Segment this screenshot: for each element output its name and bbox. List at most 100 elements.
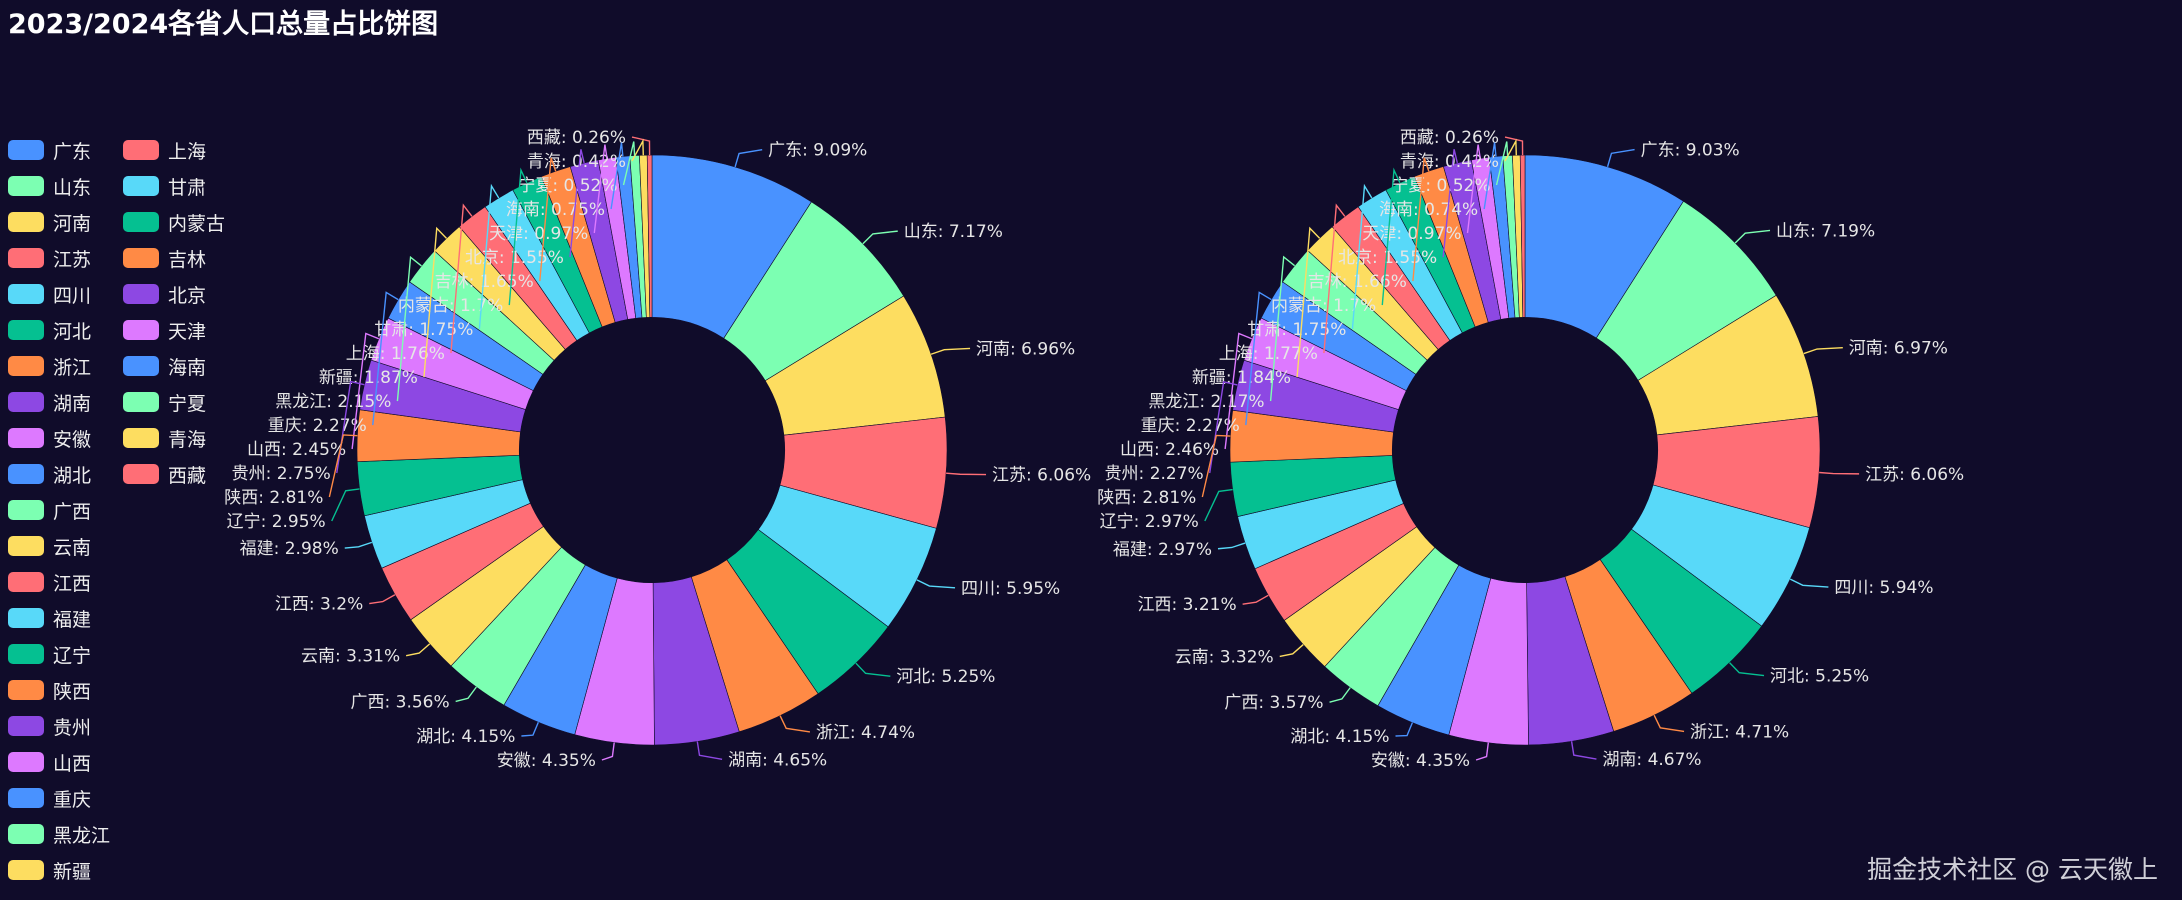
label-line [423,226,448,378]
legend-item[interactable]: 内蒙古 [123,210,225,235]
legend-label: 北京 [168,284,207,307]
label-line [734,148,763,168]
label-line [1395,722,1414,737]
legend-item[interactable]: 吉林 [123,246,206,271]
pie-chart-2: 广东: 9.03% 山东: 7.19% 河南: 6.97% 江苏: 6.06% 四川: … [1097,128,1964,771]
slice-label: 四川: 5.95% [961,579,1060,599]
slice-label: 贵州: 2.75% [232,464,331,484]
label-line [1224,332,1253,450]
legend-item[interactable]: 四川 [8,282,91,307]
label-line [601,742,615,761]
legend-swatch [123,284,159,304]
pie-slice[interactable] [646,154,653,318]
legend-item[interactable]: 黑龙江 [8,822,110,847]
legend-swatch [8,284,44,304]
legend-label: 西藏 [168,464,207,487]
label-line [916,579,956,589]
legend-item[interactable]: 海南 [123,354,206,379]
legend-swatch [8,644,44,664]
slice-label: 江苏: 6.06% [992,466,1091,486]
legend-item[interactable]: 湖北 [8,462,91,487]
legend-item[interactable]: 上海 [123,138,207,163]
slice-label: 重庆: 2.27% [268,416,367,436]
legend-item[interactable]: 江苏 [8,246,91,271]
label-line [508,167,528,306]
legend-item[interactable]: 青海 [123,426,207,451]
label-line [405,643,431,657]
legend-item[interactable]: 北京 [123,282,207,307]
slice-label: 黑龙江: 2.15% [275,392,391,412]
slice-label: 湖南: 4.67% [1602,750,1701,770]
legend-label: 浙江 [53,356,92,379]
slice-label: 吉林: 1.65% [435,272,534,292]
legend-item[interactable]: 陕西 [8,678,91,703]
legend-item[interactable]: 浙江 [8,354,92,379]
legend-item[interactable]: 福建 [8,606,91,631]
label-line [631,136,651,156]
slice-label: 内蒙古: 1.7% [398,296,503,316]
legend-item[interactable]: 辽宁 [8,642,91,667]
pie-chart-1: 广东: 9.09% 山东: 7.17% 河南: 6.96% 江苏: 6.06% 四川: … [224,128,1091,771]
label-line [1381,167,1401,306]
legend-swatch [123,140,159,160]
legend-item[interactable]: 河北 [8,318,91,343]
chart-title: 2023/2024各省人口总量占比饼图 [8,9,439,40]
legend-item[interactable]: 重庆 [8,786,91,811]
legend-item[interactable]: 宁夏 [123,390,206,415]
slice-label: 广东: 9.03% [1641,141,1740,161]
label-line [372,291,399,426]
label-line [1606,148,1635,167]
slice-label: 青海: 0.42% [527,152,626,172]
label-line [1204,488,1233,522]
slice-label: 广西: 3.57% [1224,693,1323,713]
legend-swatch [8,176,44,196]
legend-item[interactable]: 贵州 [8,714,91,739]
legend-item[interactable]: 江西 [8,570,92,595]
legend-item[interactable]: 云南 [8,534,92,559]
label-line [1819,471,1860,475]
label-line [1351,183,1373,330]
slice-label: 浙江: 4.74% [816,723,915,743]
label-line [610,142,624,210]
legend-label: 江西 [53,572,92,595]
legend-item[interactable]: 甘肃 [123,174,206,199]
legend-item[interactable]: 山东 [8,174,91,199]
legend-item[interactable]: 天津 [123,318,206,343]
legend-label: 云南 [53,536,92,559]
legend-label: 广东 [53,140,92,163]
slice-label: 天津: 0.97% [1362,224,1461,244]
legend-item[interactable]: 河南 [8,210,91,235]
legend-item[interactable]: 安徽 [8,426,91,451]
legend-item[interactable]: 新疆 [8,858,92,883]
label-line [696,741,723,760]
slice-label: 青海: 0.42% [1400,152,1499,172]
legend-label: 青海 [168,428,207,451]
legend-item[interactable]: 湖南 [8,390,91,415]
legend-item[interactable]: 山西 [8,750,92,775]
slice-label: 江苏: 6.06% [1865,465,1964,485]
slice-label: 广东: 9.09% [768,141,867,161]
legend-item[interactable]: 广西 [8,498,91,523]
slice-label: 山东: 7.19% [1776,221,1875,241]
legend-item[interactable]: 西藏 [123,462,207,487]
label-line [1329,687,1351,703]
legend-label: 上海 [168,140,207,163]
legend-swatch [8,464,44,484]
slice-label: 甘肃: 1.75% [1247,320,1346,340]
slice-label: 江西: 3.21% [1137,595,1236,615]
label-line [450,203,473,354]
legend-label: 新疆 [53,860,92,883]
label-line [478,183,500,330]
legend-item[interactable]: 广东 [8,138,92,163]
label-line [1442,149,1459,258]
label-line [331,488,360,522]
legend-swatch [123,176,159,196]
pie-slice[interactable] [1519,154,1526,318]
legend-label: 山西 [53,752,92,775]
legend-swatch [123,428,159,448]
label-line [539,157,557,282]
label-line [1483,142,1497,210]
label-line [396,255,422,402]
slice-label: 山西: 2.46% [1120,440,1219,460]
label-line [1279,644,1304,658]
